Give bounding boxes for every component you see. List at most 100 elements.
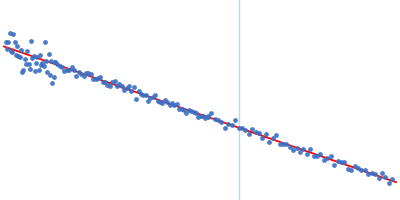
Point xyxy=(13,54,19,57)
Point xyxy=(273,134,279,137)
Point xyxy=(178,107,185,110)
Point xyxy=(52,61,58,64)
Point xyxy=(66,69,72,72)
Point xyxy=(215,118,221,121)
Point xyxy=(379,171,385,174)
Point xyxy=(97,76,104,79)
Point xyxy=(375,176,382,179)
Point xyxy=(355,167,361,170)
Point xyxy=(304,152,310,155)
Point xyxy=(59,66,65,69)
Point xyxy=(61,69,68,73)
Point xyxy=(6,32,13,35)
Point xyxy=(116,82,123,85)
Point xyxy=(314,154,320,157)
Point xyxy=(372,173,378,176)
Point xyxy=(4,47,10,51)
Point xyxy=(76,70,82,73)
Point xyxy=(171,104,178,107)
Point xyxy=(92,77,99,81)
Point xyxy=(22,58,28,61)
Point xyxy=(252,130,259,133)
Point xyxy=(307,147,314,150)
Point xyxy=(382,176,388,179)
Point xyxy=(114,84,120,87)
Point xyxy=(30,54,37,58)
Point xyxy=(242,128,248,132)
Point xyxy=(195,116,202,119)
Point xyxy=(71,68,77,71)
Point xyxy=(123,86,130,90)
Point xyxy=(52,61,58,64)
Point xyxy=(38,64,44,67)
Point xyxy=(186,108,192,111)
Point xyxy=(249,128,256,131)
Point xyxy=(14,44,20,47)
Point xyxy=(107,84,113,88)
Point xyxy=(286,145,293,148)
Point xyxy=(24,50,30,53)
Point xyxy=(225,123,232,126)
Point xyxy=(32,70,38,73)
Point xyxy=(276,143,283,146)
Point xyxy=(344,167,351,170)
Point xyxy=(47,73,53,76)
Point xyxy=(157,101,163,104)
Point xyxy=(328,155,334,158)
Point xyxy=(119,85,125,88)
Point xyxy=(102,80,108,84)
Point xyxy=(188,109,194,112)
Point xyxy=(228,124,235,127)
Point xyxy=(297,150,303,153)
Point xyxy=(169,102,175,105)
Point xyxy=(174,102,180,105)
Point xyxy=(48,59,54,62)
Point xyxy=(263,132,269,135)
Point xyxy=(317,152,324,156)
Point xyxy=(20,69,27,72)
Point xyxy=(12,41,18,44)
Point xyxy=(95,77,101,80)
Point xyxy=(352,165,358,168)
Point xyxy=(121,88,128,91)
Point xyxy=(112,80,118,83)
Point xyxy=(142,94,149,97)
Point xyxy=(73,74,80,78)
Point xyxy=(338,161,344,164)
Point xyxy=(334,160,341,163)
Point xyxy=(39,61,46,64)
Point xyxy=(40,65,47,68)
Point xyxy=(183,112,190,115)
Point xyxy=(8,50,14,53)
Point xyxy=(133,97,139,100)
Point xyxy=(386,181,392,184)
Point xyxy=(200,115,206,118)
Point xyxy=(9,50,15,53)
Point xyxy=(362,169,368,172)
Point xyxy=(26,68,33,71)
Point xyxy=(190,110,197,114)
Point xyxy=(50,75,57,79)
Point xyxy=(365,173,372,176)
Point xyxy=(218,120,225,124)
Point xyxy=(193,112,199,115)
Point xyxy=(100,80,106,83)
Point xyxy=(23,63,29,66)
Point xyxy=(348,168,354,172)
Point xyxy=(222,126,228,129)
Point xyxy=(300,147,307,150)
Point xyxy=(16,55,23,58)
Point xyxy=(85,71,92,75)
Point xyxy=(49,81,56,84)
Point xyxy=(205,116,211,119)
Point xyxy=(389,178,395,181)
Point xyxy=(80,74,87,77)
Point xyxy=(166,103,173,107)
Point xyxy=(34,55,40,58)
Point xyxy=(246,132,252,136)
Point xyxy=(109,80,116,83)
Point xyxy=(37,53,43,57)
Point xyxy=(208,112,214,115)
Point xyxy=(358,168,365,171)
Point xyxy=(135,89,142,93)
